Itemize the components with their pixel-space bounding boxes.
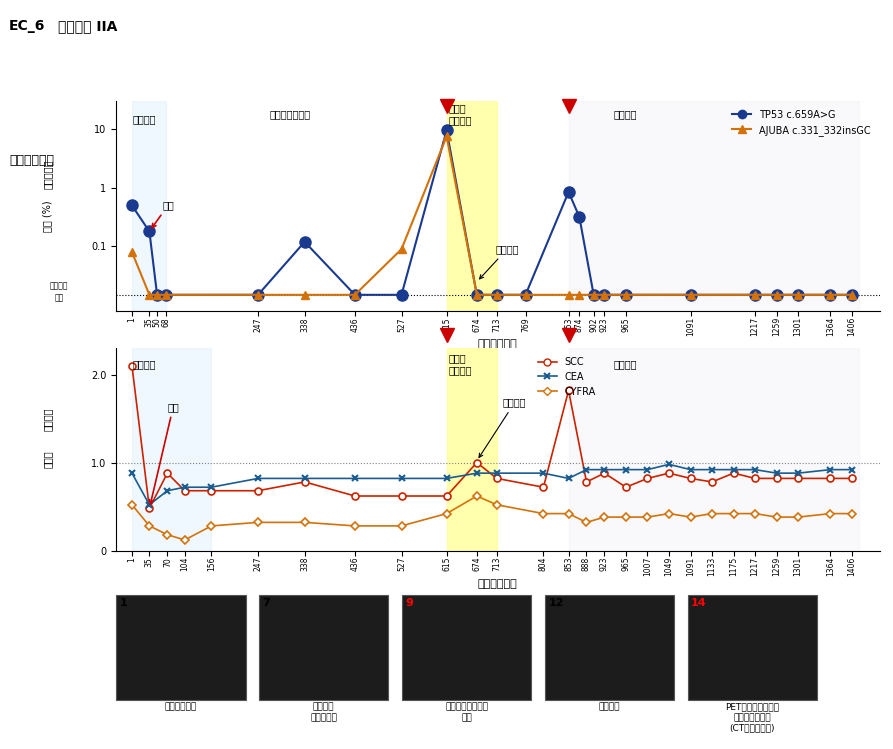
Legend: TP53 c.659A>G, AJUBA c.331_332insGC: TP53 c.659A>G, AJUBA c.331_332insGC <box>728 106 875 139</box>
Text: 変異アリル: 変異アリル <box>42 160 53 189</box>
Text: 12: 12 <box>548 598 563 607</box>
Text: 化学療法: 化学療法 <box>133 359 156 369</box>
X-axis label: 診療経過日数: 診療経過日数 <box>478 579 518 589</box>
Bar <box>446 348 497 551</box>
Bar <box>132 348 212 551</box>
Text: PET検査による頸部
リンパ節の集積
(CTでは未検出): PET検査による頸部 リンパ節の集積 (CTでは未検出) <box>725 703 780 733</box>
Text: 完全消失: 完全消失 <box>598 703 621 712</box>
Text: 治療前原発巣: 治療前原発巣 <box>164 703 197 712</box>
Text: 1: 1 <box>120 598 128 607</box>
Text: 正常上限: 正常上限 <box>42 407 53 431</box>
Text: 化学療法: 化学療法 <box>613 109 637 119</box>
Text: 以下: 以下 <box>54 294 63 303</box>
X-axis label: 診療経過日数: 診療経過日数 <box>478 339 518 349</box>
Text: 頻度 (%): 頻度 (%) <box>42 201 53 232</box>
Bar <box>132 101 166 311</box>
Text: 放射線
化学療法: 放射線 化学療法 <box>448 354 472 375</box>
Text: 7: 7 <box>263 598 271 607</box>
Text: 再発病変
検出されず: 再発病変 検出されず <box>310 703 338 722</box>
Bar <box>569 348 859 551</box>
Text: 化学療法: 化学療法 <box>133 114 156 124</box>
Bar <box>446 101 497 311</box>
Text: 胸部リンパ節転移
再発: 胸部リンパ節転移 再発 <box>445 703 488 722</box>
Text: 9: 9 <box>405 598 413 607</box>
Text: ステージ IIA: ステージ IIA <box>58 19 117 33</box>
Text: 放射線
化学療法: 放射線 化学療法 <box>448 103 472 125</box>
Text: 調整値: 調整値 <box>42 451 53 468</box>
Text: 化学療法: 化学療法 <box>613 359 637 369</box>
Text: 患者特異的変異: 患者特異的変異 <box>270 109 311 119</box>
Text: 手術: 手術 <box>149 401 179 504</box>
Text: 14: 14 <box>691 598 706 607</box>
Text: 手術: 手術 <box>152 200 174 228</box>
Text: 完全奏功: 完全奏功 <box>479 398 527 458</box>
Text: 腫瘍マーカー: 腫瘍マーカー <box>9 154 54 166</box>
Legend: SCC, CEA, CYFRA: SCC, CEA, CYFRA <box>534 353 600 401</box>
Text: 完全奏功: 完全奏功 <box>480 244 519 279</box>
Text: EC_6: EC_6 <box>9 19 46 33</box>
Text: 検出感度: 検出感度 <box>50 281 68 290</box>
Bar <box>569 101 859 311</box>
